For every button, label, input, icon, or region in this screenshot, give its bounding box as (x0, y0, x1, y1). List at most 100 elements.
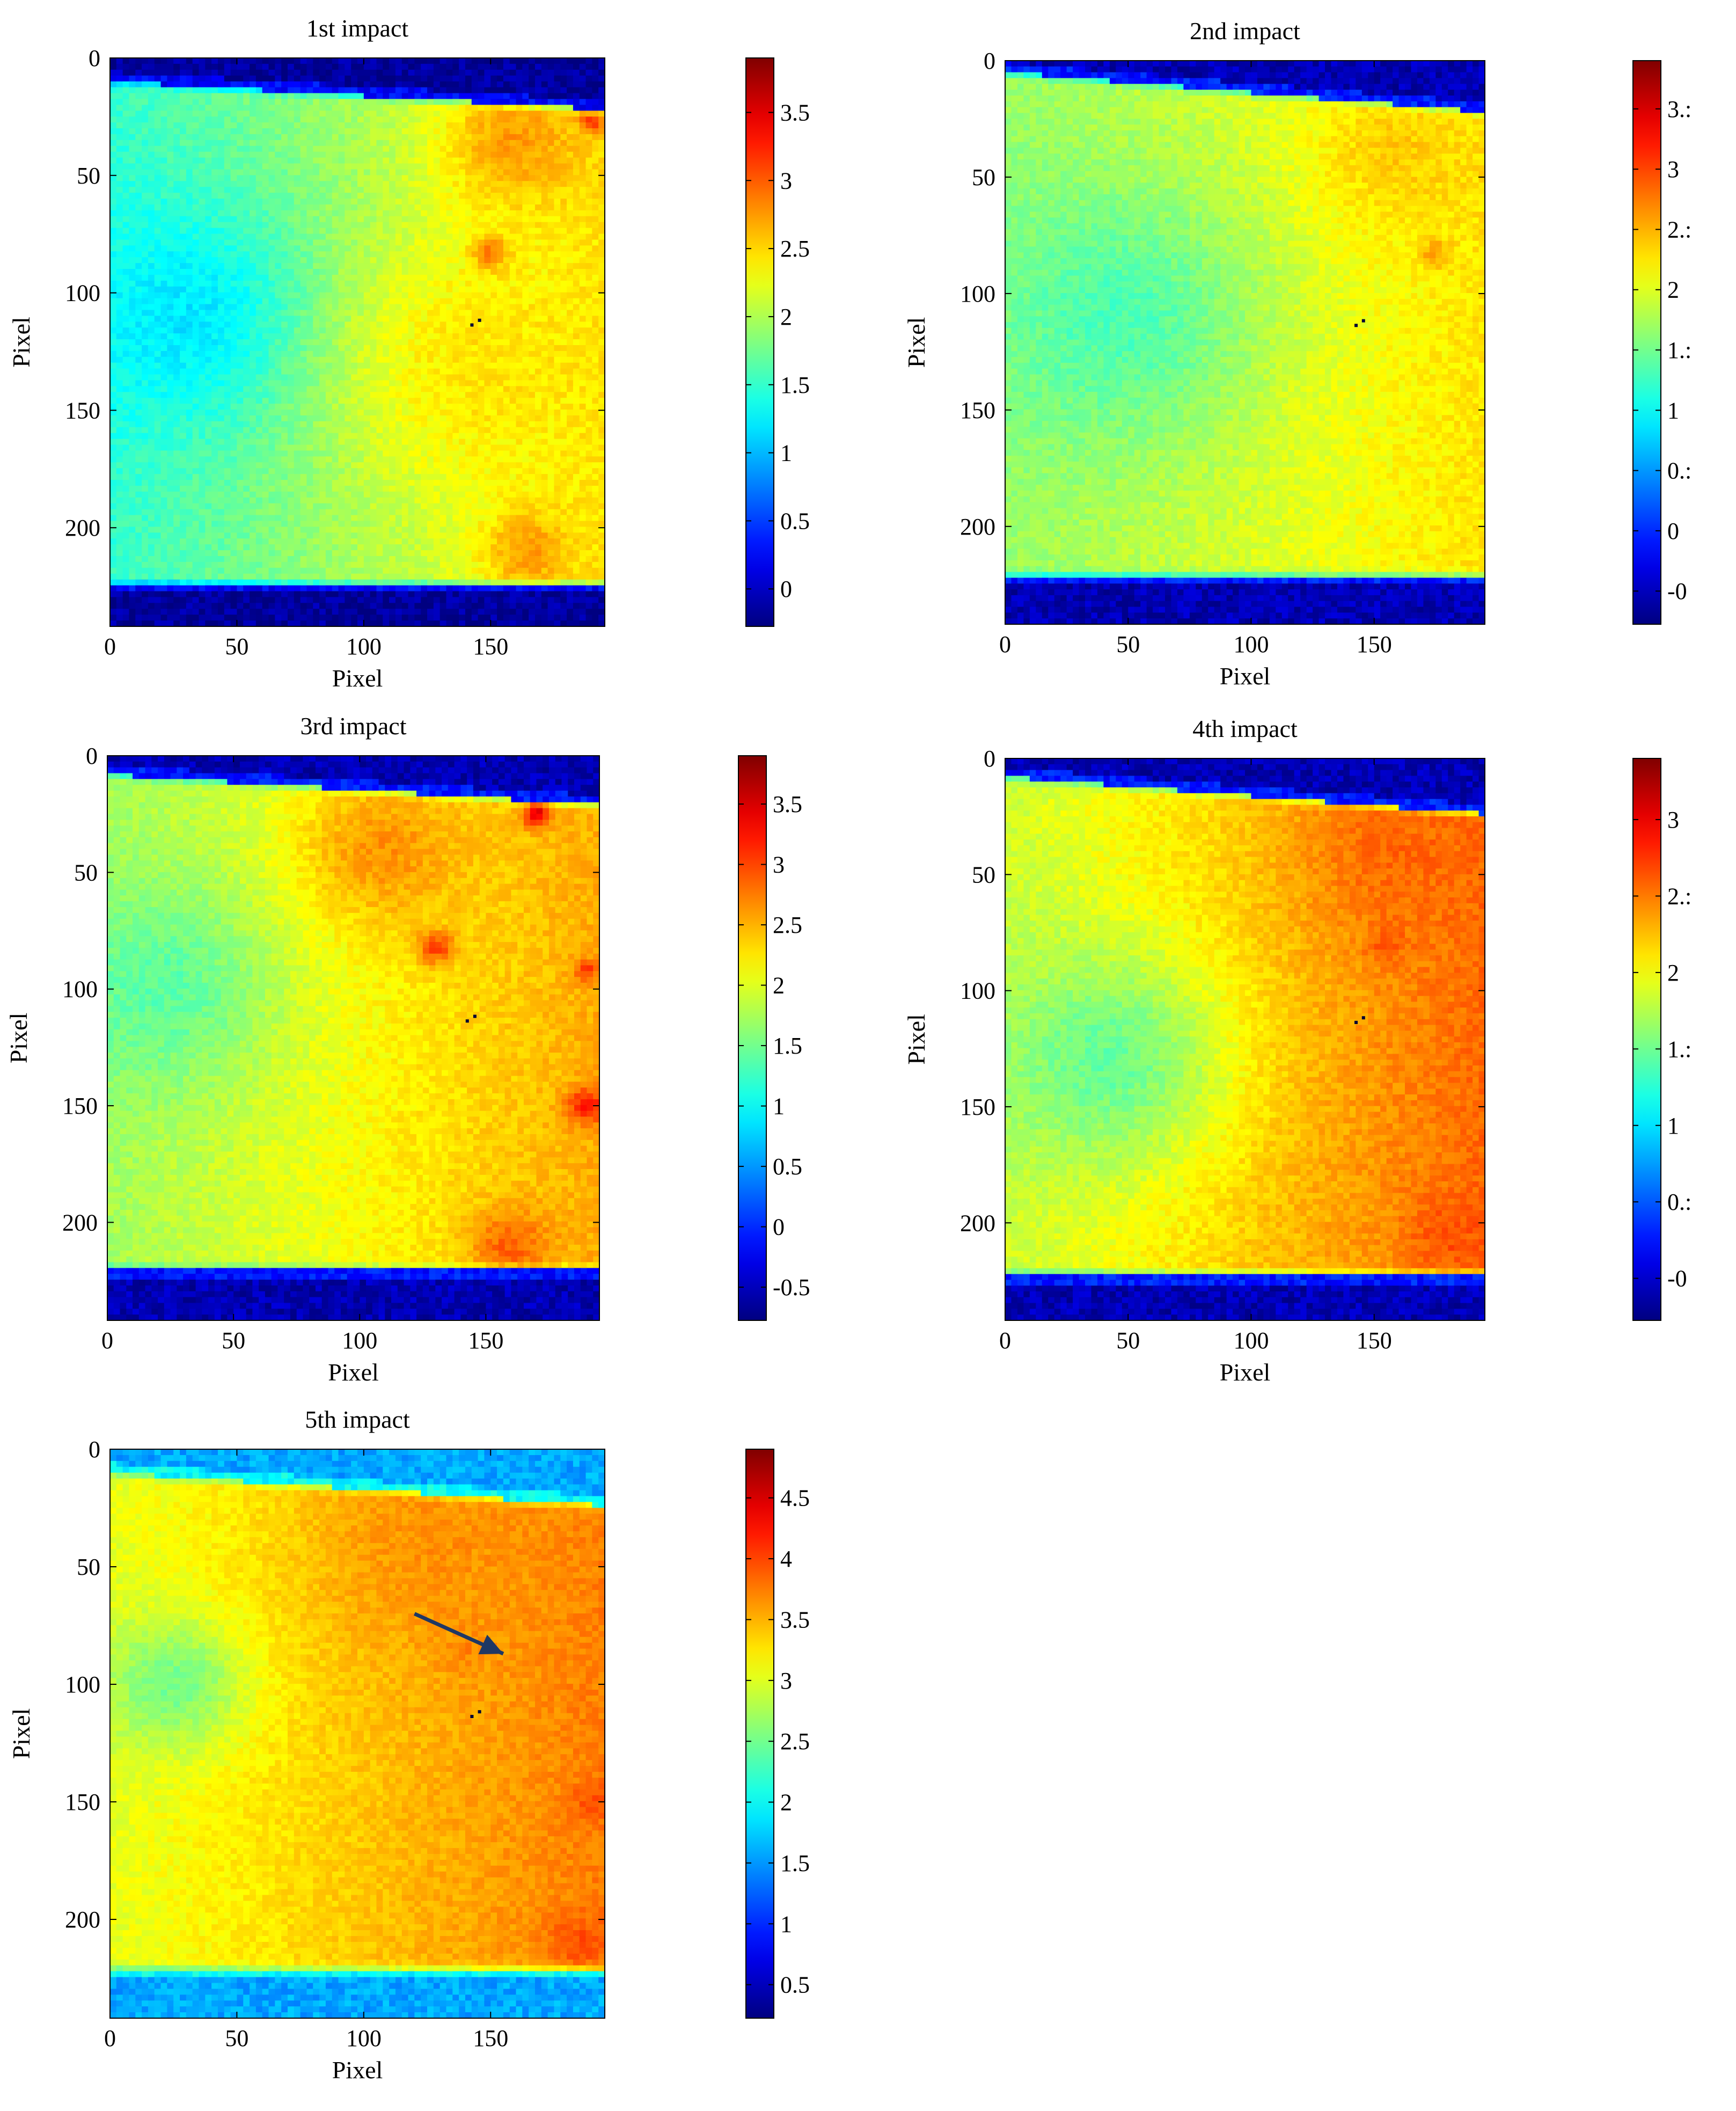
heatmap-cell (338, 333, 345, 340)
heatmap-cell (268, 298, 275, 305)
heatmap-cell (363, 421, 371, 428)
heatmap-cell (199, 105, 206, 111)
heatmap-cell (230, 181, 238, 187)
heatmap-cell (129, 181, 136, 187)
heatmap-cell (325, 374, 333, 381)
heatmap-cell (281, 415, 288, 422)
heatmap-cell (351, 339, 358, 346)
heatmap-cell (440, 210, 447, 217)
heatmap-cell (560, 322, 567, 328)
heatmap-cell (421, 216, 428, 223)
heatmap-cell (173, 298, 180, 305)
heatmap-cell (148, 111, 155, 117)
heatmap-cell (471, 392, 479, 398)
heatmap-cell (237, 251, 244, 258)
heatmap-cell (142, 427, 149, 434)
heatmap-cell (395, 368, 402, 375)
heatmap-cell (363, 199, 371, 205)
heatmap-cell (554, 322, 561, 328)
heatmap-cell (560, 75, 567, 82)
heatmap-cell (592, 274, 599, 281)
heatmap-cell (300, 193, 307, 199)
heatmap-cell (509, 111, 517, 117)
heatmap-cell (345, 304, 351, 311)
heatmap-cell (370, 392, 377, 398)
heatmap-cell (516, 187, 523, 193)
heatmap-cell (585, 181, 592, 187)
heatmap-cell (287, 111, 295, 117)
heatmap-cell (529, 134, 536, 141)
heatmap-cell (230, 350, 238, 357)
heatmap-cell (471, 274, 479, 281)
heatmap-cell (534, 257, 542, 264)
heatmap-cell (598, 398, 605, 404)
heatmap-cell (129, 163, 136, 170)
heatmap-cell (332, 210, 339, 217)
heatmap-cell (142, 316, 149, 322)
heatmap-cell (395, 304, 402, 311)
heatmap-cell (421, 145, 428, 152)
heatmap-cell (268, 257, 275, 264)
heatmap-cell (268, 204, 275, 211)
heatmap-cell (237, 134, 244, 141)
heatmap-cell (585, 157, 592, 164)
heatmap-cell (516, 398, 523, 404)
heatmap-cell (224, 163, 231, 170)
heatmap-cell (465, 181, 472, 187)
heatmap-cell (160, 304, 167, 311)
heatmap-cell (484, 374, 491, 381)
heatmap-cell (465, 362, 472, 369)
heatmap-cell (471, 228, 479, 235)
heatmap-cell (516, 274, 523, 281)
heatmap-cell (357, 327, 364, 334)
heatmap-cell (541, 398, 548, 404)
heatmap-cell (167, 151, 174, 158)
heatmap-cell (522, 199, 529, 205)
heatmap-cell (421, 404, 428, 410)
heatmap-cell (332, 58, 339, 64)
heatmap-cell (421, 339, 428, 346)
heatmap-cell (262, 280, 269, 287)
heatmap-cell (433, 204, 441, 211)
heatmap-cell (135, 122, 142, 129)
heatmap-cell (433, 415, 441, 422)
heatmap-cell (122, 316, 130, 322)
heatmap-cell (142, 350, 149, 357)
heatmap-cell (598, 410, 605, 416)
heatmap-cell (465, 286, 472, 293)
heatmap-cell (211, 257, 218, 264)
heatmap-cell (338, 105, 345, 111)
heatmap-cell (357, 111, 364, 117)
heatmap-cell (529, 116, 536, 123)
heatmap-cell (351, 128, 358, 135)
heatmap-cell (319, 310, 326, 316)
heatmap-cell (427, 193, 434, 199)
heatmap-cell (440, 374, 447, 381)
heatmap-cell (345, 316, 351, 322)
heatmap-cell (421, 81, 428, 88)
heatmap-cell (325, 251, 333, 258)
heatmap-cell (338, 63, 345, 70)
heatmap-cell (142, 99, 149, 105)
heatmap-cell (180, 145, 187, 152)
heatmap-cell (534, 392, 542, 398)
heatmap-cell (541, 269, 548, 275)
heatmap-cell (237, 245, 244, 252)
heatmap-cell (459, 404, 466, 410)
heatmap-cell (421, 362, 428, 369)
heatmap-cell (142, 380, 149, 386)
heatmap-cell (452, 75, 459, 82)
heatmap-cell (154, 111, 162, 117)
heatmap-cell (503, 210, 510, 217)
heatmap-cell (230, 204, 238, 211)
heatmap-cell (142, 233, 149, 240)
heatmap-cell (478, 181, 485, 187)
heatmap-cell (516, 392, 523, 398)
heatmap-cell (567, 187, 574, 193)
heatmap-cell (414, 93, 421, 100)
heatmap-cell (154, 333, 162, 340)
heatmap-cell (522, 122, 529, 129)
heatmap-cell (148, 398, 155, 404)
heatmap-cell (294, 280, 301, 287)
heatmap-cell (389, 105, 396, 111)
